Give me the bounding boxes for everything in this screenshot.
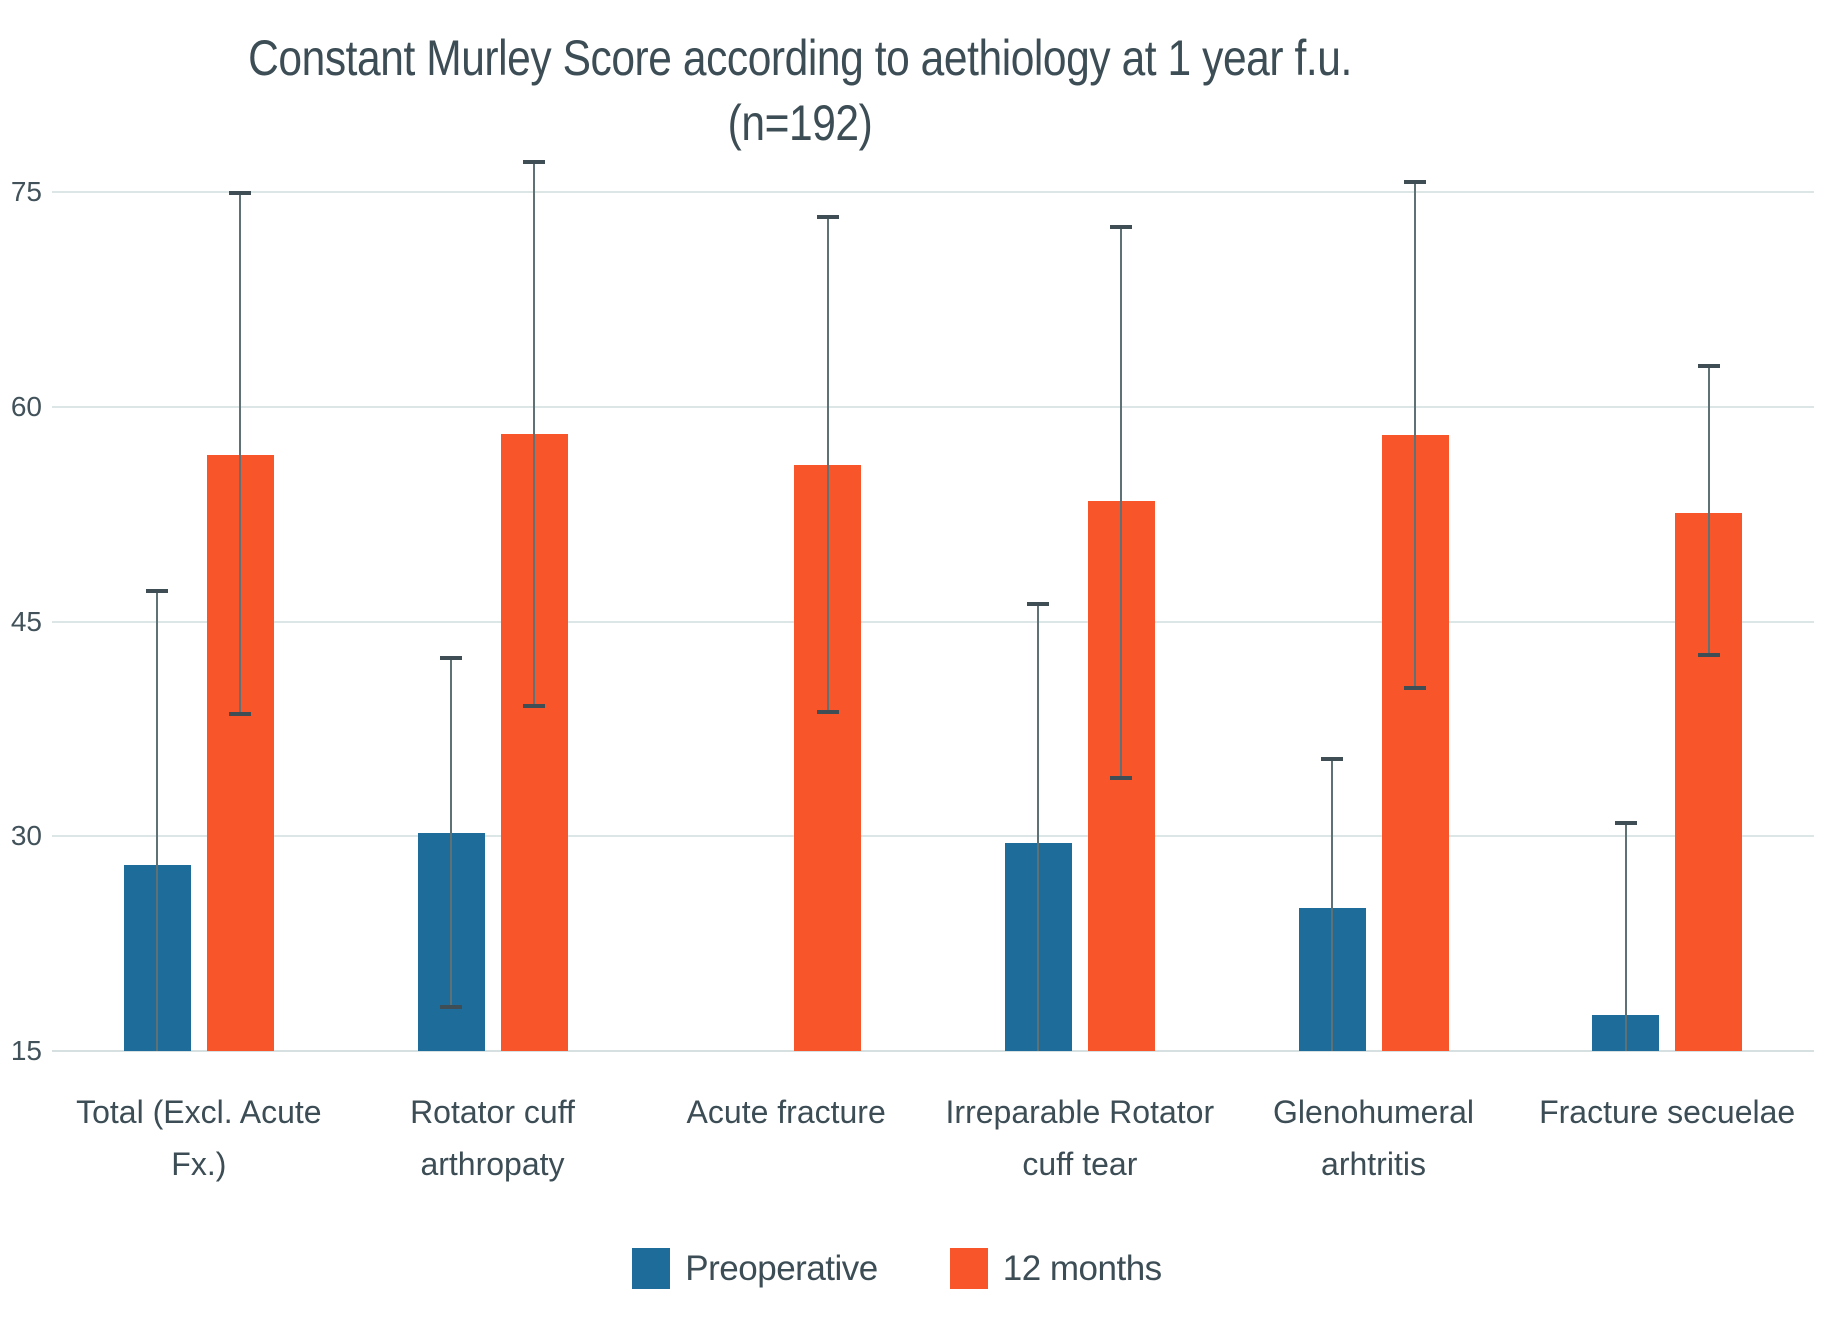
legend: Preoperative 12 months [0, 1248, 1794, 1289]
x-category-label-2: Rotator cuff arthropaty [410, 1094, 575, 1182]
error-bar-cap-top [146, 589, 169, 593]
error-bar-cap-bottom [816, 710, 839, 715]
error-bar-cap-bottom [1404, 685, 1426, 690]
error-bar-cap-bottom [440, 1005, 462, 1010]
error-bar-line [450, 657, 452, 1009]
error-bar-line [533, 160, 535, 708]
error-bar-cap-bottom [523, 704, 545, 709]
y-tick-45: 45 [10, 605, 42, 637]
gridline-30 [52, 835, 1814, 838]
error-bar-line [1037, 602, 1040, 1051]
gridline-60 [52, 405, 1814, 408]
error-bar-cap-bottom [1110, 775, 1133, 780]
x-category-label-5: Glenohumeral arhtritis [1272, 1094, 1474, 1182]
legend-label: Preoperative [685, 1248, 878, 1288]
error-bar-line [1414, 180, 1416, 689]
error-bar-line [826, 216, 829, 714]
y-tick-75: 75 [10, 176, 42, 207]
gridline-75 [52, 191, 1814, 193]
chart-title-block: Constant Murley Score according to aethi… [0, 24, 1600, 154]
error-bar-cap-top [1027, 601, 1050, 606]
x-category-label-6: Fracture secuelae [1539, 1094, 1796, 1130]
error-bar-cap-top [816, 215, 839, 220]
x-category-label-3: Acute fracture [686, 1094, 886, 1130]
legend-item-preoperative: Preoperative [632, 1248, 878, 1289]
x-category-label-1: Total (Excl. Acute Fx.) [76, 1094, 322, 1182]
chart-title: Constant Murley Score according to aethi… [248, 30, 1352, 86]
y-tick-30: 30 [10, 820, 42, 852]
legend-swatch-icon [949, 1248, 988, 1289]
error-bar-line [1120, 226, 1123, 779]
error-bar-cap-top [523, 159, 545, 164]
error-bar-line [1624, 821, 1627, 1051]
error-bar-line [156, 590, 159, 1051]
error-bar-line [239, 192, 242, 715]
error-bar-cap-top [1614, 820, 1637, 825]
error-bar-cap-top [440, 656, 462, 661]
y-tick-15: 15 [10, 1035, 42, 1066]
error-bar-cap-bottom [1697, 652, 1720, 657]
error-bar-cap-top [1110, 225, 1133, 230]
y-tick-60: 60 [10, 390, 42, 422]
x-category-label-4: Irreparable Rotator cuff tear [945, 1094, 1215, 1182]
x-axis-line [52, 1050, 1814, 1052]
gridline-45 [52, 620, 1814, 623]
legend-swatch-icon [632, 1248, 671, 1289]
legend-label: 12 months [1002, 1248, 1162, 1288]
error-bar-line [1707, 365, 1710, 656]
error-bar-cap-top [229, 191, 252, 195]
chart-subtitle: (n=192) [727, 95, 873, 151]
error-bar-line [1331, 757, 1333, 1051]
error-bar-cap-bottom [229, 711, 252, 716]
legend-item-12-months: 12 months [949, 1248, 1162, 1289]
error-bar-cap-top [1404, 179, 1426, 184]
error-bar-cap-top [1697, 364, 1720, 369]
error-bar-cap-top [1321, 756, 1343, 761]
